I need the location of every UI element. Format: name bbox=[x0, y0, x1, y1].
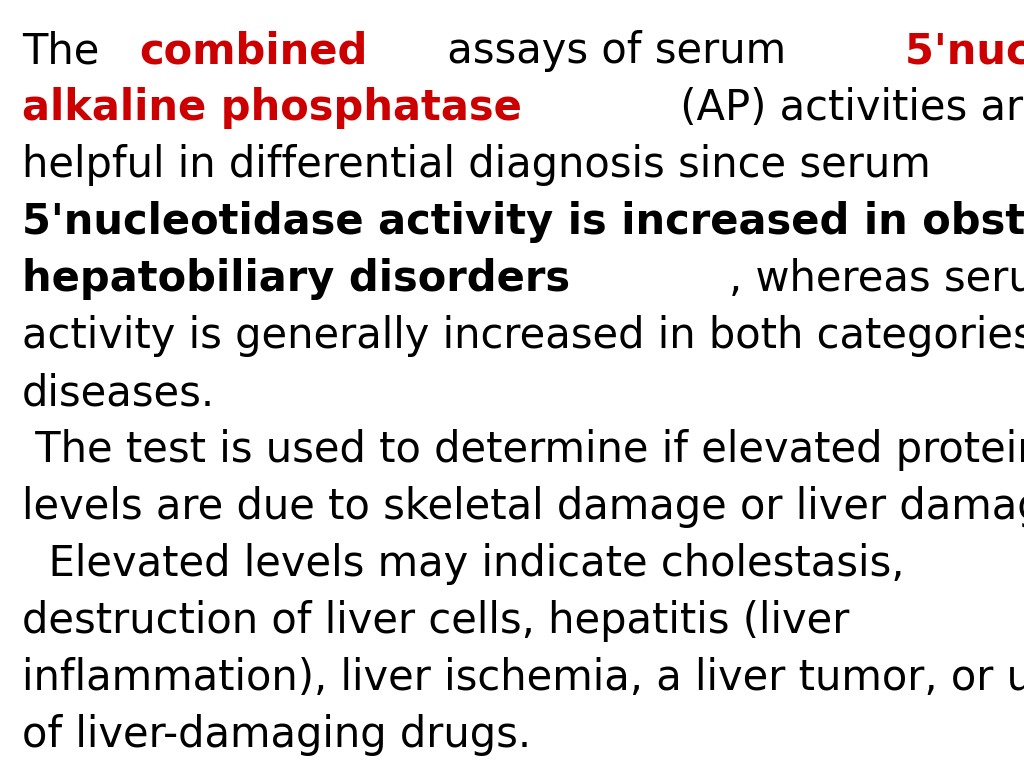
Text: levels are due to skeletal damage or liver damage.: levels are due to skeletal damage or liv… bbox=[22, 486, 1024, 528]
Text: Elevated levels may indicate cholestasis,: Elevated levels may indicate cholestasis… bbox=[22, 543, 904, 585]
Text: hepatobiliary disorders: hepatobiliary disorders bbox=[22, 258, 570, 300]
Text: assays of serum: assays of serum bbox=[433, 30, 799, 72]
Text: 5'nucleotidase activity is increased in obstructive: 5'nucleotidase activity is increased in … bbox=[22, 201, 1024, 243]
Text: diseases.: diseases. bbox=[22, 372, 215, 414]
Text: The test is used to determine if elevated protein: The test is used to determine if elevate… bbox=[22, 429, 1024, 471]
Text: (AP) activities are extremely: (AP) activities are extremely bbox=[667, 87, 1024, 129]
Text: helpful in differential diagnosis since serum: helpful in differential diagnosis since … bbox=[22, 144, 931, 186]
Text: of liver-damaging drugs.: of liver-damaging drugs. bbox=[22, 714, 531, 756]
Text: The: The bbox=[22, 30, 113, 72]
Text: activity is generally increased in both categories of: activity is generally increased in both … bbox=[22, 315, 1024, 357]
Text: 5'nucleotisase and: 5'nucleotisase and bbox=[905, 30, 1024, 72]
Text: combined: combined bbox=[139, 30, 368, 72]
Text: , whereas serum ALP: , whereas serum ALP bbox=[729, 258, 1024, 300]
Text: destruction of liver cells, hepatitis (liver: destruction of liver cells, hepatitis (l… bbox=[22, 600, 849, 642]
Text: inflammation), liver ischemia, a liver tumor, or use: inflammation), liver ischemia, a liver t… bbox=[22, 657, 1024, 699]
Text: alkaline phosphatase: alkaline phosphatase bbox=[22, 87, 522, 129]
